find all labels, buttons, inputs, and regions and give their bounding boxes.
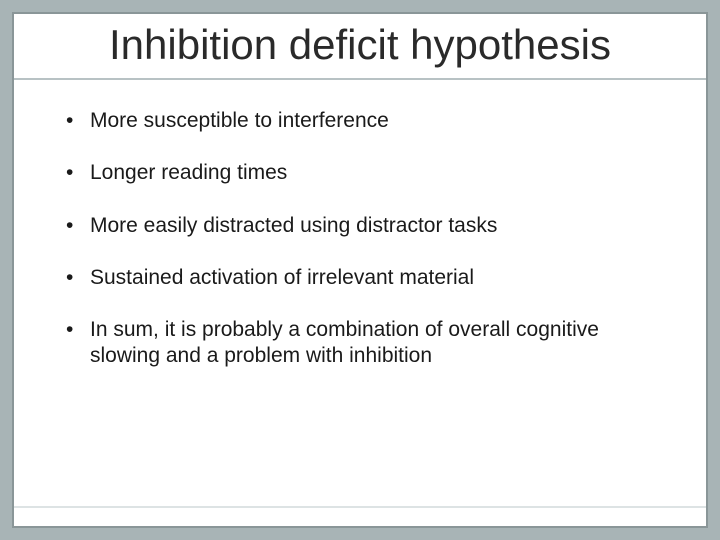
- slide-frame: Inhibition deficit hypothesis More susce…: [12, 12, 708, 528]
- bullet-item: Sustained activation of irrelevant mater…: [62, 265, 666, 291]
- bullet-item: Longer reading times: [62, 160, 666, 186]
- bullet-item: More susceptible to interference: [62, 108, 666, 134]
- bullet-list: More susceptible to interference Longer …: [62, 108, 666, 370]
- content-region: More susceptible to interference Longer …: [14, 80, 706, 478]
- slide-title: Inhibition deficit hypothesis: [34, 22, 686, 68]
- bullet-item: In sum, it is probably a combination of …: [62, 317, 666, 370]
- footer-spacer: [14, 508, 706, 526]
- title-region: Inhibition deficit hypothesis: [14, 14, 706, 72]
- bullet-item: More easily distracted using distractor …: [62, 213, 666, 239]
